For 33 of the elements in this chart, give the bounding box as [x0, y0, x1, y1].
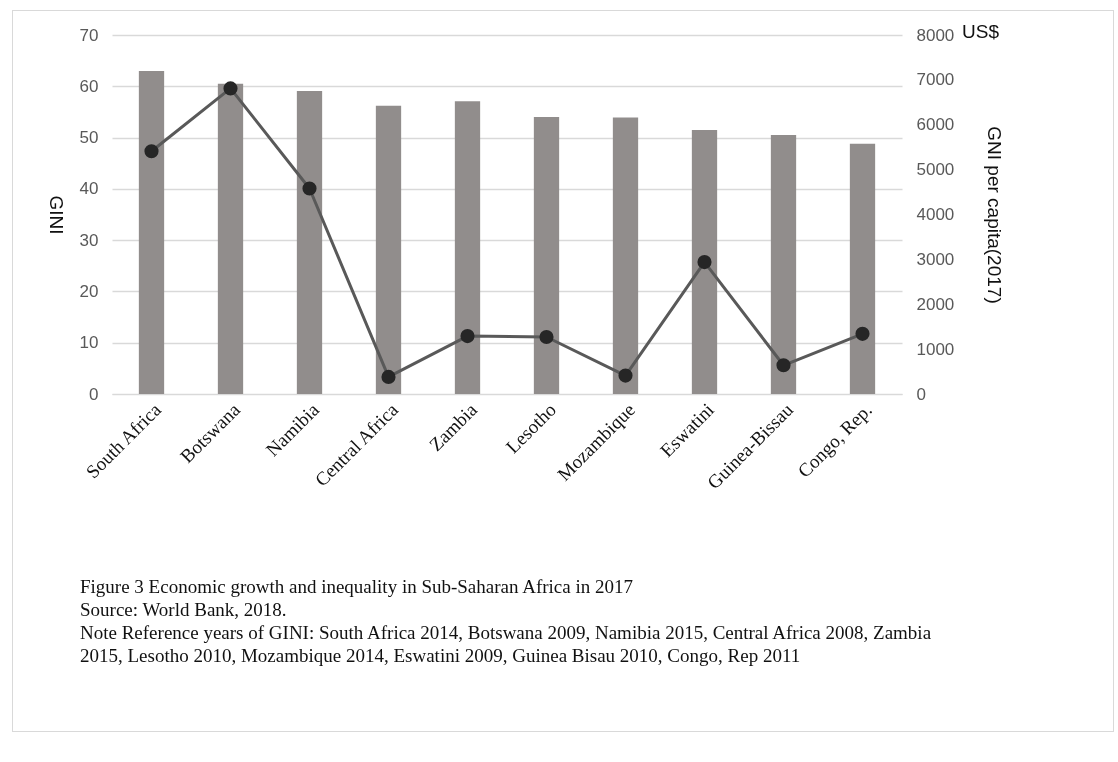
y-axis-title: GINI: [45, 195, 67, 235]
y2-tick-label: 3000: [916, 249, 955, 269]
y-tick-label: 20: [79, 281, 99, 301]
y-tick-label: 40: [79, 179, 99, 199]
y2-axis-title: GNI per capita(2017): [984, 126, 1006, 304]
bar: [296, 90, 323, 394]
y2-tick-label: 5000: [916, 160, 955, 180]
bar: [849, 143, 876, 394]
text: US$: [962, 21, 1000, 42]
y2-tick-label: 1000: [916, 339, 955, 359]
bar: [691, 129, 718, 394]
y-tick-label: 0: [89, 384, 99, 404]
source-note: Source: World Bank, 2018.: [80, 598, 288, 621]
bar: [533, 117, 560, 394]
y2-tick-label: 7000: [916, 70, 955, 90]
bar: [375, 105, 402, 394]
y-tick-label: 50: [79, 128, 99, 148]
bar: [770, 135, 797, 394]
y-tick-label: 60: [79, 76, 99, 96]
bar: [612, 117, 639, 394]
y2-tick-label: 8000: [916, 25, 955, 45]
y-tick-label: 30: [79, 230, 99, 250]
y2-tick-label: 6000: [916, 115, 955, 135]
bar: [217, 83, 244, 394]
y2-tick-label: 0: [916, 384, 926, 404]
y2-tick-label: 2000: [916, 294, 955, 314]
caption: Figure 3 Economic growth and inequality in Sub-Saharan Africa in 2017: [80, 575, 634, 598]
y2-tick-label: 4000: [916, 205, 955, 224]
y-tick-label: 70: [79, 25, 99, 45]
text: Note Reference years of GINI: South Africa 2014, Botswana 2009, Namibia 2015, Central Africa 2008, Zambia 2015, Lesotho 2010, Mozambique 2014, Eswatini 2009, Guinea Bisau 2010, Congo, Rep 2011: [80, 621, 933, 667]
bar: [454, 101, 481, 394]
y-tick-label: 10: [79, 333, 99, 353]
bar: [138, 70, 165, 394]
